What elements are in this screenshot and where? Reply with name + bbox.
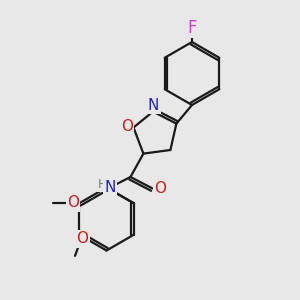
Text: O: O (154, 181, 166, 196)
Text: O: O (76, 231, 88, 246)
Text: O: O (67, 195, 79, 210)
Text: H: H (98, 178, 107, 191)
Text: N: N (105, 180, 116, 195)
Text: N: N (148, 98, 159, 113)
Text: O: O (121, 119, 133, 134)
Text: F: F (187, 19, 197, 37)
